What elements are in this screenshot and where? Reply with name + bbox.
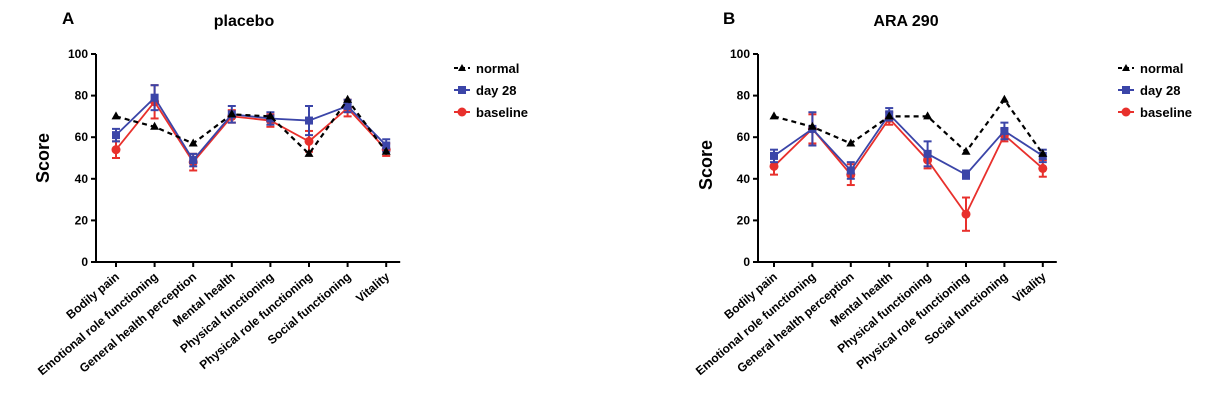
point-day28: [923, 149, 932, 158]
point-normal: [769, 111, 779, 120]
y-tick-label: 60: [737, 130, 751, 144]
point-day28: [770, 151, 778, 160]
point-normal: [227, 109, 237, 118]
point-normal: [265, 111, 275, 120]
series-line: [115, 96, 387, 162]
legend-normal-marker: [1122, 64, 1130, 71]
series-line: [115, 100, 387, 164]
point-normal: [961, 146, 971, 155]
panel-b-title: ARA 290: [873, 13, 938, 30]
legend-normal-marker: [458, 64, 466, 71]
point-day28: [305, 116, 313, 125]
legend-baseline-marker: [457, 107, 467, 117]
point-baseline: [769, 161, 779, 171]
panel-a-legend-normal: normal: [476, 61, 519, 76]
point-normal: [111, 111, 121, 120]
point-normal: [1038, 148, 1048, 157]
y-tick-label: 0: [81, 255, 88, 269]
y-tick-label: 0: [743, 255, 750, 269]
y-tick-label: 80: [737, 89, 751, 103]
x-tick-label: Vitality: [353, 269, 392, 305]
point-day28: [382, 141, 391, 150]
panel-a-letter: A: [62, 9, 74, 28]
point-day28: [846, 166, 855, 175]
point-normal: [846, 138, 856, 147]
y-tick-label: 100: [730, 47, 750, 61]
point-normal: [304, 148, 314, 157]
panel-b-letter: B: [723, 9, 735, 28]
series-line: [773, 97, 1044, 155]
point-day28: [189, 156, 198, 165]
point-baseline: [1038, 163, 1048, 173]
y-tick-label: 80: [75, 89, 89, 103]
series-normal: [769, 94, 1048, 157]
legend-baseline-marker: [1121, 107, 1131, 117]
y-tick-label: 60: [75, 130, 89, 144]
x-tick-label: Vitality: [1010, 269, 1049, 305]
legend-day28-marker: [1122, 86, 1130, 94]
legend-day28-marker: [458, 86, 466, 94]
y-tick-label: 40: [737, 172, 751, 186]
point-day28: [150, 93, 159, 102]
series-day28: [770, 107, 1047, 180]
point-normal: [807, 121, 817, 130]
point-normal: [381, 146, 391, 155]
series-normal: [111, 94, 391, 157]
point-normal: [150, 121, 160, 130]
point-day28: [962, 170, 970, 179]
y-tick-label: 40: [75, 172, 89, 186]
point-normal: [884, 111, 894, 120]
y-tick-label: 20: [737, 213, 751, 227]
panel-a-legend-day28: day 28: [476, 83, 516, 98]
point-normal: [999, 94, 1009, 103]
panel-b-legend: normal day 28 baseline: [1118, 61, 1192, 120]
panel-a-ylabel: Score: [33, 133, 53, 183]
point-normal: [343, 94, 353, 103]
panel-b-legend-baseline: baseline: [1140, 105, 1192, 120]
point-normal: [923, 111, 933, 120]
y-tick-label: 100: [68, 47, 88, 61]
panel-b-ylabel: Score: [696, 140, 716, 190]
panel-a-legend-baseline: baseline: [476, 105, 528, 120]
point-day28: [112, 131, 120, 140]
panel-b-legend-day28: day 28: [1140, 83, 1180, 98]
point-day28: [1000, 126, 1009, 135]
panel-a-legend: normal day 28 baseline: [454, 61, 528, 120]
panel-b-legend-normal: normal: [1140, 61, 1183, 76]
point-baseline: [111, 145, 121, 155]
point-baseline: [961, 209, 971, 219]
y-tick-label: 20: [75, 213, 89, 227]
series-line: [773, 112, 1044, 176]
point-baseline: [304, 136, 314, 146]
series-line: [115, 97, 388, 156]
point-normal: [188, 138, 198, 147]
panel-a-title: placebo: [214, 13, 275, 30]
point-day28: [343, 102, 352, 110]
